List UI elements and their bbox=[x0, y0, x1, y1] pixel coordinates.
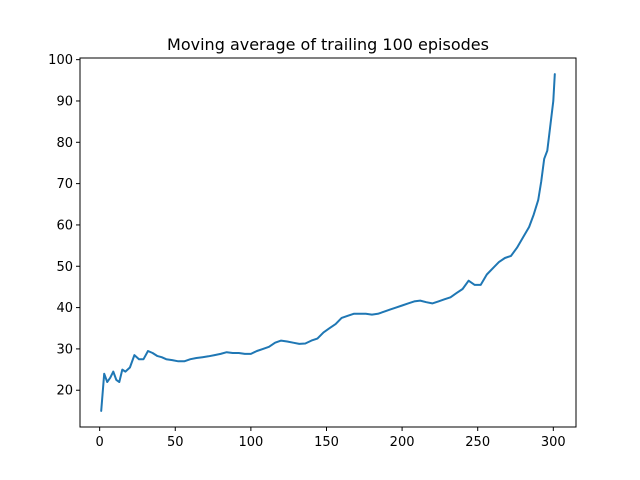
y-tick-label: 60 bbox=[56, 218, 73, 233]
x-tick-label: 200 bbox=[390, 435, 415, 450]
x-tick-label: 250 bbox=[465, 435, 490, 450]
y-tick-label: 70 bbox=[56, 177, 73, 192]
series-line bbox=[100, 73, 556, 412]
y-tick-label: 20 bbox=[56, 384, 73, 399]
y-tick-label: 30 bbox=[56, 342, 73, 357]
x-tick-label: 100 bbox=[238, 435, 263, 450]
y-tick-label: 90 bbox=[56, 94, 73, 109]
x-tick-label: 50 bbox=[167, 435, 184, 450]
x-axis-ticks: 0 50 100 150 200 250 300 bbox=[96, 427, 566, 450]
y-tick-label: 50 bbox=[56, 260, 73, 275]
y-tick-label: 80 bbox=[56, 136, 73, 151]
y-tick-label: 100 bbox=[48, 53, 73, 68]
x-tick-label: 150 bbox=[314, 435, 339, 450]
plot-area bbox=[79, 57, 577, 428]
chart-title: Moving average of trailing 100 episodes bbox=[167, 35, 489, 54]
y-tick-label: 40 bbox=[56, 301, 73, 316]
y-axis-ticks: 20 30 40 50 60 70 80 90 100 bbox=[48, 53, 80, 399]
x-tick-label: 300 bbox=[541, 435, 566, 450]
x-tick-label: 0 bbox=[96, 435, 104, 450]
